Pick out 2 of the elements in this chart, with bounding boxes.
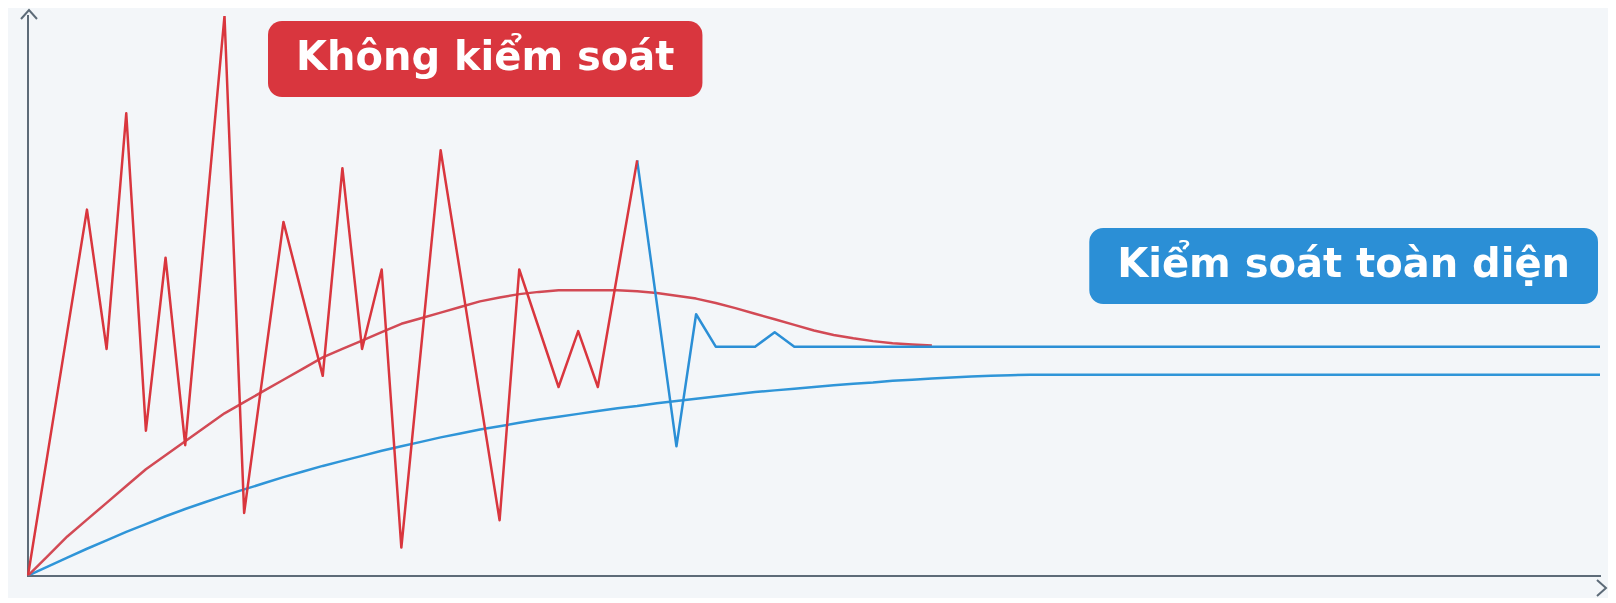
annotation: Không kiểm soát	[296, 32, 675, 80]
annotation: Kiểm soát toàn diện	[1117, 239, 1570, 287]
